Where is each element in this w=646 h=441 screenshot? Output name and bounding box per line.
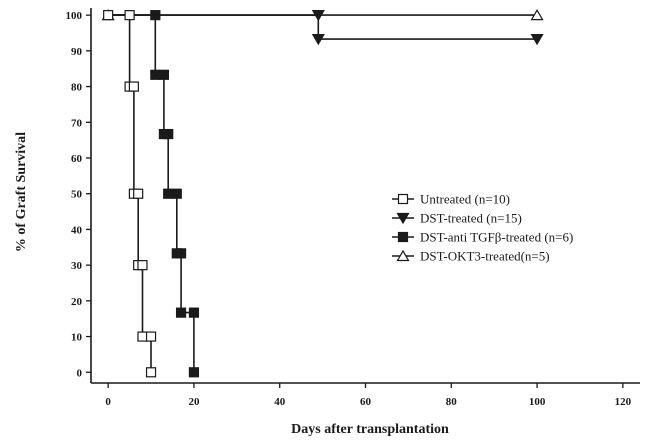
axes: 0 10 20 30 40 50 60 70 80 90 100 0 20 40 60 80 100 120 [66, 8, 640, 408]
y-tick-label: 60 [71, 153, 83, 165]
legend-label: DST-treated (n=15) [420, 211, 522, 226]
legend-marker [396, 249, 410, 262]
data-point [137, 260, 148, 271]
data-point [158, 69, 170, 80]
data-point [103, 10, 114, 21]
data-point [124, 10, 135, 21]
legend-marker [396, 212, 410, 225]
legend-entry-2: DST-anti TGFβ-treated (n=6) [392, 230, 573, 245]
legend-entry-1: DST-treated (n=15) [392, 211, 522, 226]
y-tick-label: 90 [71, 46, 83, 58]
data-point [145, 331, 157, 342]
legend-marker [397, 231, 409, 243]
x-tick-label: 100 [529, 396, 546, 408]
series-2 [108, 10, 200, 378]
legend-label: DST-OKT3-treated(n=5) [420, 249, 550, 264]
data-point [128, 81, 139, 92]
data-point [175, 248, 187, 259]
series-1 [108, 10, 544, 46]
y-tick-label: 20 [71, 296, 83, 308]
x-tick-label: 20 [188, 396, 200, 408]
data-point [137, 331, 148, 342]
data-point [188, 367, 200, 378]
data-point [188, 307, 200, 318]
legend: Untreated (n=10) DST-treated (n=15) DST-an… [392, 192, 573, 264]
x-tick-label: 0 [105, 396, 111, 408]
data-point [163, 188, 174, 199]
data-point [150, 69, 161, 80]
y-tick-label: 0 [77, 367, 83, 379]
x-axis-title: Days after transplantation [291, 422, 449, 437]
data-point [171, 188, 182, 199]
legend-label: Untreated (n=10) [420, 192, 510, 207]
data-point [530, 33, 544, 46]
data-point [145, 367, 157, 378]
y-tick-label: 50 [71, 189, 83, 201]
data-point [163, 128, 174, 140]
data-point [311, 10, 325, 22]
x-tick-label: 40 [274, 396, 286, 408]
y-tick-label: 40 [71, 224, 83, 236]
data-point [150, 10, 161, 21]
legend-marker [397, 193, 409, 205]
series-0 [103, 10, 157, 378]
data-point [133, 188, 144, 199]
y-axis-title: % of Graft Survival [14, 132, 29, 252]
x-tick-label: 120 [615, 396, 632, 408]
x-tick-label: 60 [360, 396, 372, 408]
y-tick-label: 100 [66, 10, 83, 22]
y-tick-label: 10 [71, 332, 83, 344]
data-point [530, 8, 544, 21]
y-tick-label: 80 [71, 82, 83, 94]
y-tick-label: 30 [71, 260, 83, 272]
series-layer [101, 8, 544, 378]
legend-entry-3: DST-OKT3-treated(n=5) [392, 249, 550, 264]
y-tick-label: 70 [71, 117, 83, 129]
x-tick-label: 80 [446, 396, 458, 408]
legend-entry-0: Untreated (n=10) [392, 192, 510, 207]
data-point [175, 307, 187, 318]
legend-label: DST-anti TGFβ-treated (n=6) [420, 230, 573, 245]
data-point [311, 33, 325, 46]
series-line [108, 14, 538, 40]
